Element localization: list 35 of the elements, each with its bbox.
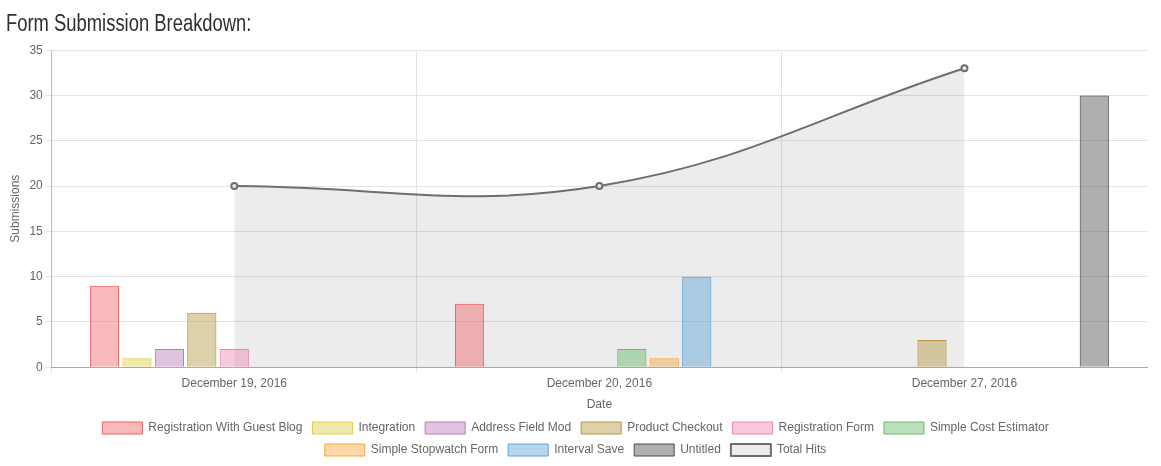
bar: [123, 359, 151, 367]
y-tick-label: 10: [29, 268, 44, 283]
legend-label: Simple Stopwatch Form: [370, 442, 499, 457]
legend-label: Registration Form: [778, 420, 874, 435]
y-tick-label: 0: [36, 359, 44, 374]
x-tick-label: December 20, 2016: [546, 375, 653, 390]
legend-label: Product Checkout: [627, 420, 724, 435]
bar: [617, 349, 647, 367]
chart-title: Form Submission Breakdown:: [6, 9, 252, 37]
bar: [682, 276, 712, 367]
bar: [454, 303, 485, 367]
bar: [1080, 96, 1108, 367]
legend-label: Integration: [358, 420, 416, 435]
legend-label: Address Field Mod: [471, 420, 572, 435]
x-tick-label: December 27, 2016: [911, 375, 1018, 390]
bar: [187, 312, 217, 367]
y-tick-label: 35: [29, 42, 44, 57]
y-tick-label: 15: [29, 223, 44, 238]
bar: [219, 349, 249, 367]
legend-label: Registration With Guest Blog: [148, 420, 303, 435]
legend-label: Total Hits: [776, 442, 827, 457]
legend-label: Interval Save: [554, 442, 625, 457]
legend-label: Untitled: [680, 442, 721, 457]
y-tick-label: 20: [29, 178, 44, 193]
bar: [154, 349, 184, 367]
y-tick-label: 25: [29, 133, 44, 148]
legend-label: Simple Cost Estimator: [929, 420, 1049, 435]
y-tick-label: 30: [29, 87, 44, 102]
x-axis-title: Date: [586, 397, 613, 412]
bar: [89, 285, 120, 367]
y-tick-label: 5: [36, 314, 44, 329]
bar: [917, 340, 947, 367]
bar: [650, 359, 678, 367]
y-axis-title: Submissions: [7, 174, 22, 243]
x-tick-label: December 19, 2016: [181, 375, 288, 390]
